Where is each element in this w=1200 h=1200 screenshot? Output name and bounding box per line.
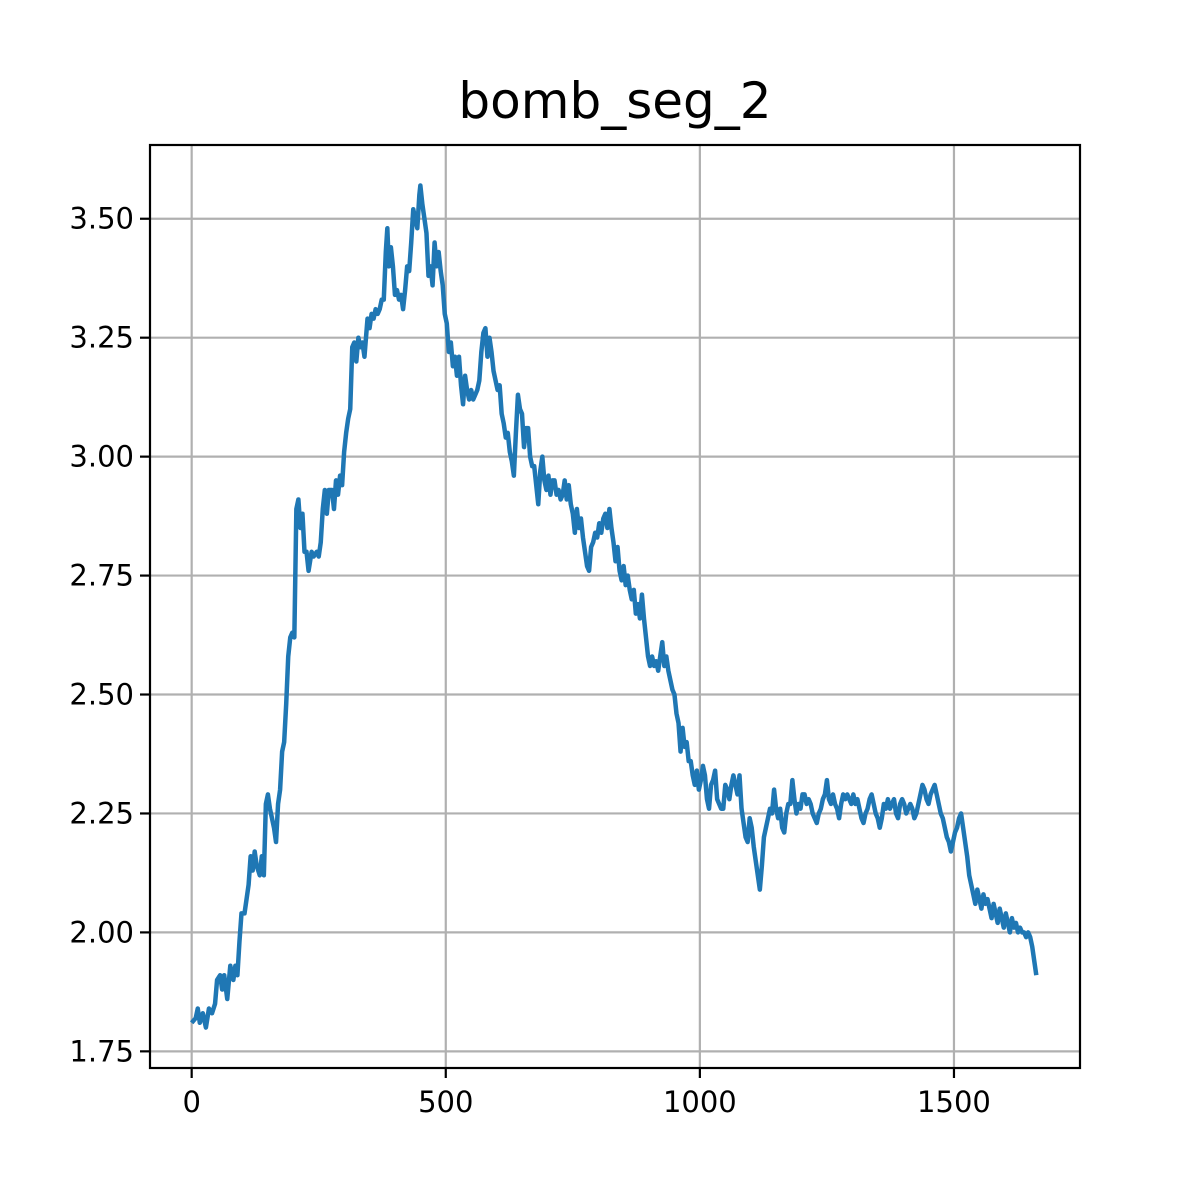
y-tick-label: 3.50 [69,202,134,236]
y-tick-label: 3.25 [69,321,134,355]
y-tick-label: 2.50 [69,678,134,712]
y-tick-label: 1.75 [69,1034,134,1068]
x-tick-label: 1000 [663,1085,737,1119]
chart-title: bomb_seg_2 [458,72,771,130]
y-tick-label: 2.75 [69,559,134,593]
x-tick-label: 0 [182,1085,200,1119]
y-tick-label: 2.00 [69,915,134,949]
x-tick-label: 500 [418,1085,473,1119]
y-tick-label: 2.25 [69,796,134,830]
x-tick-label: 1500 [917,1085,991,1119]
y-tick-label: 3.00 [69,440,134,474]
